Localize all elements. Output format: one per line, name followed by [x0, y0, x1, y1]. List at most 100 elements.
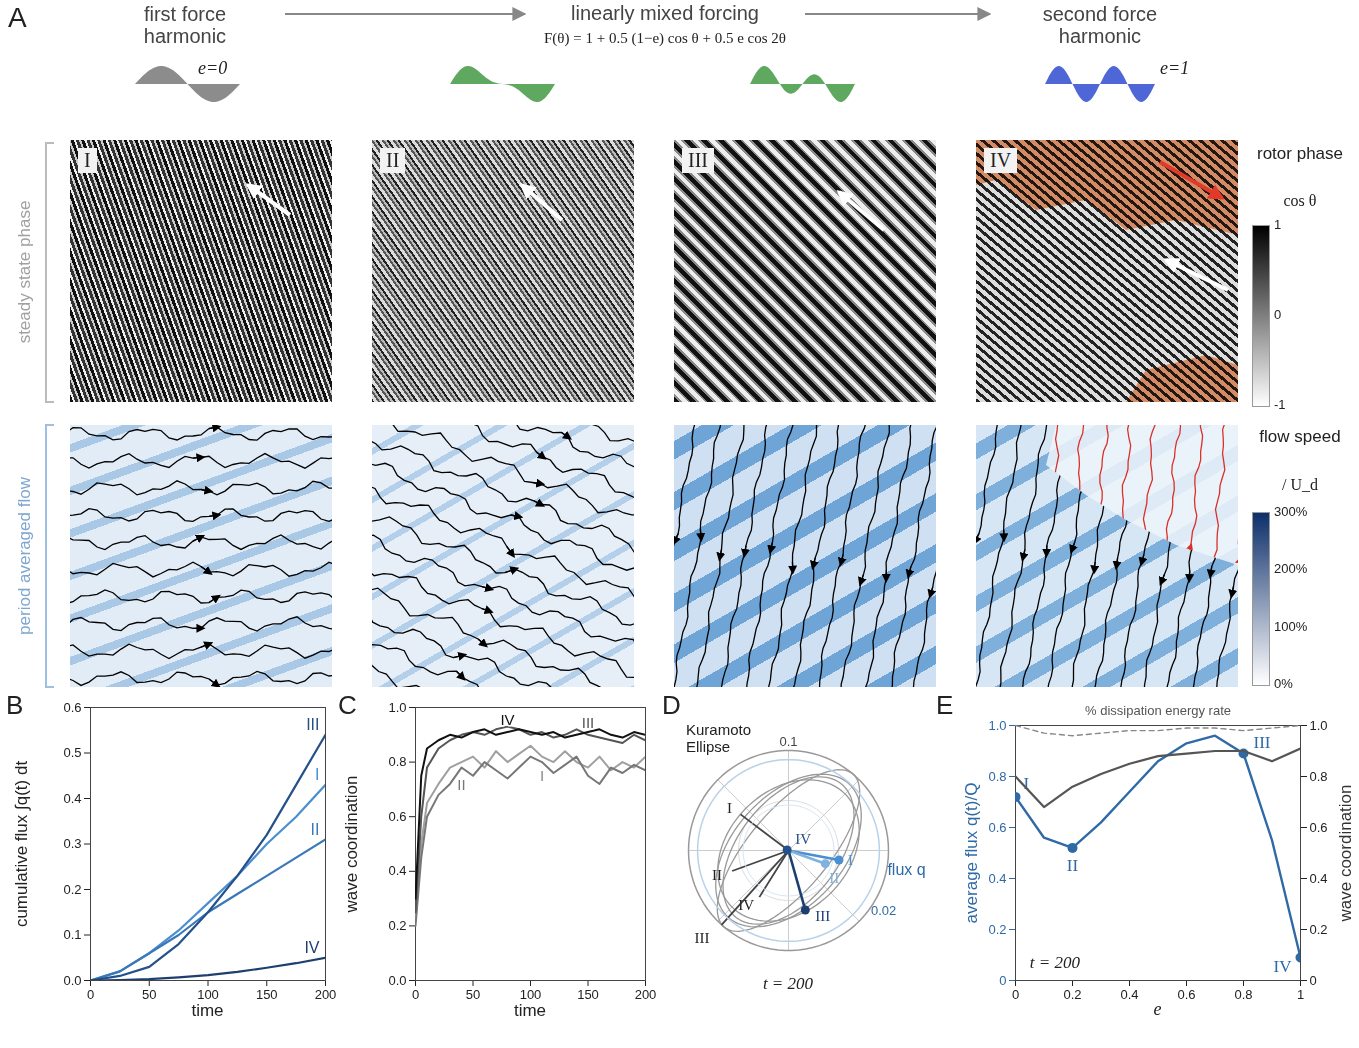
- svg-text:0.4: 0.4: [1310, 871, 1328, 886]
- svg-text:0.8: 0.8: [388, 754, 406, 769]
- svg-text:II: II: [1067, 856, 1079, 875]
- svg-text:0.6: 0.6: [388, 809, 406, 824]
- svg-text:I: I: [315, 766, 319, 783]
- html-text:wave coordination: wave coordination: [342, 775, 361, 912]
- svg-text:0.6: 0.6: [1177, 987, 1195, 1002]
- svg-text:0: 0: [1310, 973, 1317, 988]
- html-text:/ U_d: / U_d: [1282, 476, 1318, 493]
- svg-text:I: I: [727, 800, 732, 816]
- html-text:average flux q(t)/Q: average flux q(t)/Q: [962, 782, 981, 923]
- svg-text:0.8: 0.8: [1310, 769, 1328, 784]
- svg-text:150: 150: [256, 987, 278, 1002]
- svg-text:III: III: [582, 714, 595, 731]
- svg-text:1.0: 1.0: [988, 718, 1006, 733]
- svg-text:II: II: [311, 821, 320, 838]
- svg-text:0.2: 0.2: [388, 918, 406, 933]
- svg-text:IV: IV: [795, 831, 811, 847]
- svg-text:1.0: 1.0: [1310, 718, 1328, 733]
- svg-text:0.0: 0.0: [63, 973, 81, 988]
- svg-text:IV: IV: [500, 711, 514, 728]
- svg-text:1: 1: [1297, 987, 1304, 1002]
- svg-text:0.2: 0.2: [988, 922, 1006, 937]
- html-text:C: C: [338, 690, 357, 720]
- svg-text:IV: IV: [1274, 957, 1293, 976]
- svg-text:IV: IV: [304, 939, 319, 956]
- svg-text:200: 200: [315, 987, 337, 1002]
- html-text:steady state phase: steady state phase: [15, 200, 34, 344]
- html-text:t = 200: t = 200: [762, 974, 814, 993]
- svg-text:t = 200: t = 200: [1030, 953, 1081, 972]
- svg-text:0.2: 0.2: [1310, 922, 1328, 937]
- svg-text:0.1: 0.1: [63, 927, 81, 942]
- svg-text:0.4: 0.4: [63, 791, 81, 806]
- html-text:1: 1: [1274, 217, 1282, 232]
- svg-text:III: III: [815, 908, 830, 924]
- svg-text:150: 150: [577, 987, 599, 1002]
- html-text:period averaged flow: period averaged flow: [15, 477, 34, 635]
- html-text:IV: IV: [990, 149, 1012, 171]
- svg-text:II: II: [829, 870, 839, 886]
- svg-text:flux q: flux q: [887, 861, 925, 878]
- svg-text:100: 100: [520, 987, 542, 1002]
- html-text:flow speed: flow speed: [1259, 427, 1341, 446]
- svg-text:0: 0: [412, 987, 419, 1002]
- html-text:A: A: [8, 2, 27, 33]
- html-text:e: e: [1153, 999, 1162, 1019]
- html-text:second force harmonic: second force harmonic: [1042, 3, 1158, 47]
- html-text:rotor phase: rotor phase: [1257, 144, 1343, 163]
- svg-text:0: 0: [999, 973, 1006, 988]
- svg-text:50: 50: [466, 987, 480, 1002]
- svg-text:0.1: 0.1: [779, 734, 797, 749]
- svg-text:% dissipation energy rate: % dissipation energy rate: [1085, 703, 1231, 718]
- svg-text:0.2: 0.2: [63, 882, 81, 897]
- svg-text:0.6: 0.6: [988, 820, 1006, 835]
- html-text:100%: 100%: [1274, 618, 1308, 634]
- html-text:F(θ) = 1 + 0.5 (1−e) cos θ + 0: F(θ) = 1 + 0.5 (1−e) cos θ + 0.5 e cos 2…: [544, 30, 786, 46]
- svg-text:0.4: 0.4: [388, 863, 406, 878]
- svg-text:0: 0: [87, 987, 94, 1002]
- svg-text:0.6: 0.6: [63, 700, 81, 715]
- svg-text:0.2: 0.2: [1063, 987, 1081, 1002]
- html-text:300%: 300%: [1274, 504, 1308, 519]
- html-text:linearly mixed forcing: linearly mixed forcing: [571, 2, 759, 24]
- svg-text:0.02: 0.02: [871, 903, 896, 918]
- html-text:time: time: [513, 1001, 547, 1020]
- svg-text:50: 50: [142, 987, 156, 1002]
- html-text:cumulative flux ∫q(t) dt: cumulative flux ∫q(t) dt: [12, 760, 31, 927]
- svg-text:I: I: [540, 767, 544, 784]
- svg-text:0.4: 0.4: [988, 871, 1006, 886]
- svg-text:III: III: [695, 930, 710, 946]
- svg-text:III: III: [1254, 733, 1271, 752]
- html-text:II: II: [386, 149, 400, 171]
- svg-text:0.8: 0.8: [1234, 987, 1252, 1002]
- svg-text:0: 0: [1012, 987, 1019, 1002]
- svg-text:IV: IV: [738, 897, 754, 913]
- html-text:III: III: [688, 149, 708, 171]
- html-text:cos θ: cos θ: [1283, 192, 1317, 209]
- html-text:B: B: [6, 690, 24, 720]
- svg-text:III: III: [306, 716, 319, 733]
- html-text:e=0: e=0: [198, 58, 228, 78]
- html-text:-1: -1: [1274, 397, 1286, 412]
- svg-text:0.3: 0.3: [63, 836, 81, 851]
- html-text:E: E: [936, 690, 954, 720]
- svg-text:0.4: 0.4: [1120, 987, 1138, 1002]
- html-text:wave coordination: wave coordination: [1336, 784, 1355, 921]
- html-text:e=1: e=1: [1160, 58, 1190, 78]
- html-text:first force harmonic: first force harmonic: [143, 3, 227, 47]
- html-text:Kuramoto Ellipse: Kuramoto Ellipse: [686, 721, 751, 755]
- svg-text:100: 100: [197, 987, 219, 1002]
- html-text:D: D: [662, 690, 681, 720]
- svg-text:200: 200: [635, 987, 657, 1002]
- svg-text:0.8: 0.8: [988, 769, 1006, 784]
- svg-text:II: II: [457, 776, 465, 793]
- html-text:0%: 0%: [1274, 676, 1293, 691]
- svg-text:1.0: 1.0: [388, 700, 406, 715]
- svg-text:0.0: 0.0: [388, 973, 406, 988]
- html-text:200%: 200%: [1274, 561, 1308, 577]
- svg-text:II: II: [712, 867, 722, 883]
- svg-text:0.5: 0.5: [63, 745, 81, 760]
- svg-text:I: I: [848, 852, 853, 868]
- svg-text:0.6: 0.6: [1310, 820, 1328, 835]
- html-text:time: time: [191, 1001, 224, 1020]
